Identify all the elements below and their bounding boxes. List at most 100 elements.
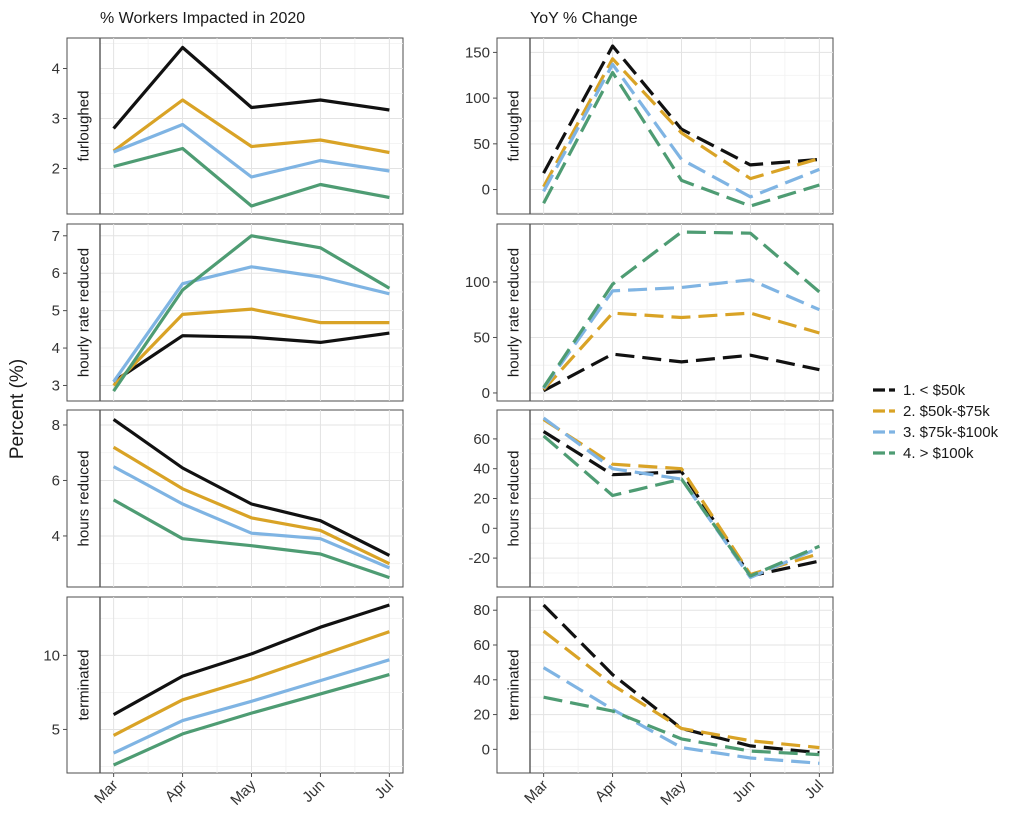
y-tick-label: 6 — [52, 265, 60, 282]
x-tick-label: Jun — [729, 777, 758, 806]
y-tick-label: 100 — [465, 90, 490, 107]
panel-frame — [66, 409, 404, 588]
strip-label: hours reduced — [76, 451, 93, 547]
series-line-1-50k — [112, 418, 391, 557]
y-tick-label: 150 — [465, 44, 490, 61]
series-line-2-50k-75k — [542, 311, 820, 391]
series-line-2-50k-75k — [112, 307, 390, 387]
y-tick-label: -20 — [468, 550, 490, 567]
series-line-1-50k — [112, 331, 390, 384]
panel-1-hourly-rate-reduced: 0 50 100 hourly rate reduced — [465, 223, 834, 402]
series-line-1-50k — [112, 45, 390, 130]
series-line-3-75k-100k — [542, 278, 821, 390]
y-tick-label: 7 — [52, 228, 60, 245]
x-tick-label: Apr — [162, 777, 191, 806]
strip-label: hourly rate reduced — [506, 248, 523, 377]
series-line-4-100k — [542, 70, 820, 208]
legend-label-2-50k-75k: 2. $50k-$75k — [903, 403, 990, 420]
x-tick-label: Jun — [299, 777, 328, 806]
legend-label-4-100k: 4. > $100k — [903, 445, 974, 462]
series-line-3-75k-100k — [112, 465, 391, 570]
strip-label: terminated — [506, 650, 523, 721]
y-axis-title: Percent (%) — [7, 359, 28, 459]
legend-label-3-75k-100k: 3. $75k-$100k — [903, 424, 999, 441]
y-tick-label: 2 — [52, 161, 60, 178]
y-tick-label: 5 — [52, 721, 60, 738]
panel-1-terminated: 0 20 40 60 80 terminated Mar Apr May Jun Jul — [473, 596, 834, 809]
y-tick-label: 4 — [52, 61, 60, 78]
y-tick-label: 50 — [473, 136, 490, 153]
y-tick-label: 80 — [473, 602, 490, 619]
x-tick-label: Jul — [802, 777, 828, 803]
y-tick-label: 6 — [52, 472, 60, 489]
series-line-1-50k — [542, 352, 820, 393]
y-tick-label: 3 — [52, 377, 60, 394]
series-line-3-75k-100k — [112, 658, 390, 755]
series-line-4-100k — [112, 673, 390, 767]
y-tick-label: 50 — [473, 329, 490, 346]
series-line-4-100k — [113, 146, 390, 208]
panel-0-terminated: 5 10 terminated Mar Apr May Jun Jul — [43, 596, 404, 809]
x-tick-label: May — [227, 776, 259, 808]
legend: 1. < $50k 2. $50k-$75k 3. $75k-$100k 4. > $… — [873, 382, 999, 462]
y-tick-label: 5 — [52, 303, 60, 320]
strip-label: terminated — [76, 650, 93, 721]
x-tick-label: Apr — [592, 777, 621, 806]
y-tick-label: 3 — [52, 111, 60, 128]
series-line-2-50k-75k — [112, 630, 390, 737]
series-line-4-100k — [542, 434, 821, 578]
series-line-3-75k-100k — [113, 122, 390, 179]
series-line-4-100k — [543, 695, 820, 757]
series-line-1-50k — [542, 430, 820, 578]
y-tick-label: 40 — [473, 461, 490, 478]
legend-label-1-50k: 1. < $50k — [903, 382, 966, 399]
y-tick-label: 0 — [482, 385, 490, 402]
y-tick-label: 20 — [473, 707, 490, 724]
strip-label: hours reduced — [506, 451, 523, 547]
y-tick-label: 20 — [473, 491, 490, 508]
y-tick-label: 100 — [465, 274, 490, 291]
y-tick-label: 4 — [52, 340, 60, 357]
x-tick-label: Jul — [372, 777, 398, 803]
panel-frame — [66, 223, 404, 402]
y-tick-label: 60 — [473, 431, 490, 448]
panel-0-hourly-rate-reduced: 3 4 5 6 7 hourly rate reduced — [52, 223, 404, 402]
x-tick-label: Mar — [521, 777, 551, 807]
series-line-2-50k-75k — [542, 629, 820, 750]
panels: 2 3 4 furloughed 3 4 5 6 7 hourly rate reduced 4 6 8… — [43, 37, 834, 809]
panel-1-hours-reduced: -20 0 20 40 60 hours reduced — [468, 409, 834, 588]
strip-label: furloughed — [506, 91, 523, 162]
series-line-4-100k — [112, 498, 390, 580]
panel-frame — [496, 596, 834, 774]
series-line-1-50k — [542, 603, 820, 755]
panel-1-furloughed: 0 50 100 150 furloughed — [465, 37, 834, 215]
series-line-2-50k-75k — [542, 57, 820, 188]
x-tick-label: May — [657, 776, 689, 808]
series-line-3-75k-100k — [542, 62, 820, 199]
x-tick-label: Mar — [91, 777, 121, 807]
series-line-4-100k — [542, 230, 821, 389]
right-column-title: YoY % Change — [530, 10, 638, 27]
series-line-2-50k-75k — [112, 98, 390, 155]
panel-0-hours-reduced: 4 6 8 hours reduced — [52, 409, 404, 588]
series-line-2-50k-75k — [112, 445, 391, 566]
panel-frame — [496, 223, 834, 402]
y-tick-label: 0 — [482, 741, 490, 758]
panel-frame — [66, 37, 404, 215]
left-column-title: % Workers Impacted in 2020 — [100, 10, 305, 27]
series-line-3-75k-100k — [112, 265, 390, 383]
series-line-3-75k-100k — [542, 666, 820, 765]
strip-label: furloughed — [76, 91, 93, 162]
y-tick-label: 0 — [482, 182, 490, 199]
panel-0-furloughed: 2 3 4 furloughed — [52, 37, 404, 215]
series-line-1-50k — [542, 44, 820, 174]
y-tick-label: 4 — [52, 528, 60, 545]
y-tick-label: 8 — [52, 417, 60, 434]
y-tick-label: 0 — [482, 520, 490, 537]
y-tick-label: 60 — [473, 637, 490, 654]
strip-label: hourly rate reduced — [76, 248, 93, 377]
y-tick-label: 10 — [43, 647, 60, 664]
series-line-4-100k — [112, 234, 391, 393]
series-line-1-50k — [112, 603, 390, 716]
